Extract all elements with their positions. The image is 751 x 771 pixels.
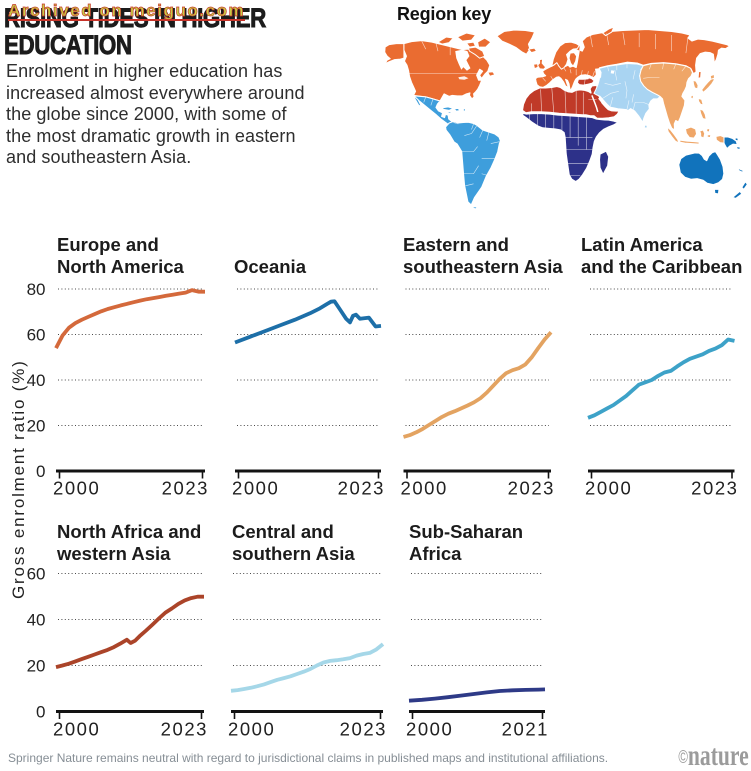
- svg-text:60: 60: [27, 326, 46, 345]
- svg-text:2000: 2000: [232, 478, 279, 499]
- svg-text:40: 40: [27, 611, 46, 630]
- svg-text:2023: 2023: [508, 478, 555, 499]
- svg-text:40: 40: [27, 371, 46, 390]
- svg-text:20: 20: [27, 417, 46, 436]
- svg-text:2000: 2000: [53, 719, 100, 740]
- svg-text:2000: 2000: [585, 478, 632, 499]
- svg-text:2000: 2000: [401, 478, 448, 499]
- svg-text:2000: 2000: [228, 719, 275, 740]
- svg-text:0: 0: [36, 462, 45, 481]
- svg-text:2023: 2023: [161, 719, 208, 740]
- svg-text:2023: 2023: [162, 478, 209, 499]
- svg-text:0: 0: [36, 703, 45, 722]
- svg-text:2000: 2000: [406, 719, 453, 740]
- svg-text:2023: 2023: [340, 719, 387, 740]
- svg-text:20: 20: [27, 657, 46, 676]
- svg-text:80: 80: [27, 280, 46, 299]
- svg-text:2023: 2023: [338, 478, 385, 499]
- svg-text:60: 60: [27, 565, 46, 584]
- svg-text:2021: 2021: [502, 719, 549, 740]
- svg-text:2000: 2000: [53, 478, 100, 499]
- svg-text:2023: 2023: [691, 478, 738, 499]
